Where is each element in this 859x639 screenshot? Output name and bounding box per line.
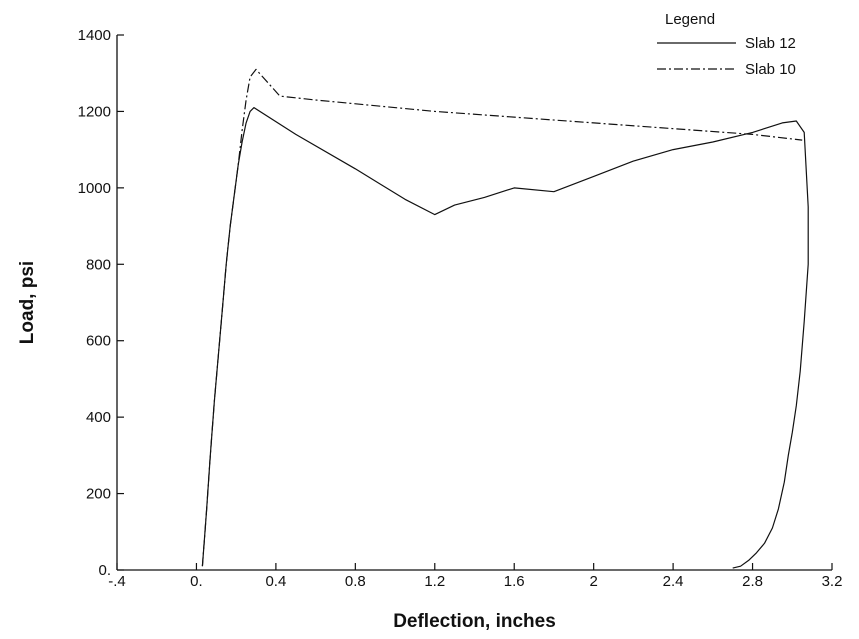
x-tick-label: 0.4 <box>265 573 286 590</box>
series-line-slab-12 <box>201 106 809 569</box>
legend-label-slab-12: Slab 12 <box>745 35 796 52</box>
x-tick-label: 2.8 <box>742 573 763 590</box>
y-tick-label: 1000 <box>78 180 111 197</box>
y-tick-label: 600 <box>86 333 111 350</box>
x-axis-label: Deflection, inches <box>393 611 556 632</box>
y-tick-label: 400 <box>86 409 111 426</box>
axes <box>116 35 832 571</box>
x-tick-label: 1.6 <box>504 573 525 590</box>
x-tick-label: -.4 <box>108 573 126 590</box>
y-tick-label: 800 <box>86 256 111 273</box>
x-tick-label: 2.4 <box>663 573 684 590</box>
series-layer <box>201 68 809 569</box>
y-tick-label: 1400 <box>78 27 111 44</box>
y-ticks: 0. 200 400 600 800 1000 1200 1400 <box>78 27 124 579</box>
y-tick-label: 1200 <box>78 103 111 120</box>
x-tick-label: 1.2 <box>424 573 445 590</box>
series-line-slab-10 <box>201 68 803 567</box>
x-tick-label: 2 <box>589 573 597 590</box>
y-tick-label: 0. <box>98 562 111 579</box>
x-tick-label: 0. <box>190 573 203 590</box>
x-ticks: -.4 0. 0.4 0.8 1.2 1.6 2 2.4 2.8 3.2 <box>108 563 842 590</box>
legend: Legend Slab 12 Slab 10 <box>657 11 796 78</box>
x-tick-label: 3.2 <box>822 573 843 590</box>
y-axis-label: Load, psi <box>17 261 38 344</box>
x-tick-label: 0.8 <box>345 573 366 590</box>
legend-label-slab-10: Slab 10 <box>745 61 796 78</box>
legend-title: Legend <box>665 11 715 28</box>
y-tick-label: 200 <box>86 486 111 503</box>
